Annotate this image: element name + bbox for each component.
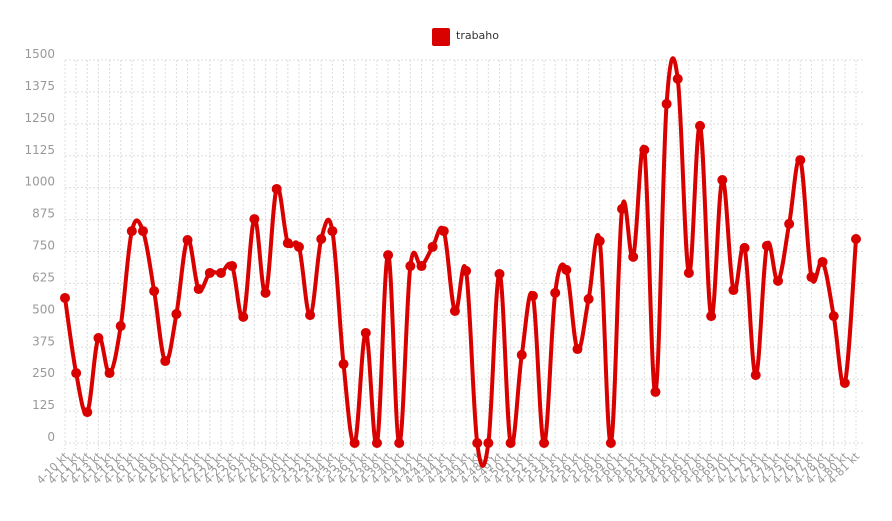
point	[349, 438, 360, 448]
point	[160, 356, 171, 367]
point	[115, 321, 126, 332]
point	[839, 377, 850, 388]
point	[394, 438, 405, 448]
point	[617, 203, 628, 214]
point	[639, 144, 650, 155]
point	[483, 438, 494, 448]
y-tick-label: 1500	[24, 47, 55, 61]
y-tick-label: 125	[32, 398, 55, 412]
point	[583, 293, 594, 304]
point	[93, 333, 104, 344]
point	[449, 305, 460, 316]
y-tick-label: 1125	[24, 143, 55, 157]
point	[594, 236, 605, 247]
series-line	[63, 56, 858, 468]
point	[238, 311, 249, 322]
point	[773, 275, 784, 286]
point	[371, 438, 382, 448]
point	[438, 226, 449, 237]
point	[327, 226, 338, 237]
point	[572, 344, 583, 355]
point	[338, 359, 349, 370]
point	[405, 261, 416, 272]
y-tick-label: 1250	[24, 111, 55, 125]
y-tick-label: 625	[32, 270, 55, 284]
point	[316, 233, 327, 244]
point	[628, 251, 639, 262]
point	[851, 233, 861, 244]
point	[427, 241, 438, 252]
point	[817, 256, 828, 267]
y-tick-label: 250	[32, 366, 55, 380]
legend-label: trabaho	[456, 29, 499, 42]
point	[249, 214, 260, 225]
point	[461, 265, 472, 276]
point	[204, 267, 215, 278]
point	[561, 264, 572, 275]
point	[539, 438, 550, 448]
point	[126, 226, 137, 237]
point	[137, 226, 148, 237]
legend-swatch	[432, 28, 450, 46]
point	[293, 241, 304, 252]
point	[71, 368, 82, 379]
point	[193, 284, 204, 295]
point	[706, 311, 717, 322]
point	[472, 438, 483, 448]
point	[104, 368, 115, 379]
point	[550, 287, 561, 298]
point	[360, 327, 371, 338]
point	[60, 292, 70, 303]
point	[828, 311, 839, 322]
point	[761, 240, 772, 251]
point	[650, 386, 661, 397]
point	[505, 438, 516, 448]
y-tick-label: 875	[32, 207, 55, 221]
point	[383, 250, 394, 261]
y-tick-label: 750	[32, 239, 55, 253]
y-tick-label: 1000	[24, 175, 55, 189]
point	[750, 370, 761, 381]
point	[672, 73, 683, 84]
point	[215, 267, 226, 278]
point	[82, 407, 93, 418]
point	[795, 155, 806, 166]
y-tick-label: 1375	[24, 79, 55, 93]
point	[717, 175, 728, 186]
point	[305, 310, 316, 321]
point	[271, 183, 282, 194]
y-tick-label: 0	[47, 430, 55, 444]
point	[516, 349, 527, 360]
point	[282, 238, 293, 249]
point	[605, 438, 616, 448]
point	[494, 268, 505, 279]
point	[227, 261, 238, 272]
point	[182, 235, 193, 246]
point	[416, 261, 427, 272]
point	[683, 267, 694, 278]
point	[260, 287, 271, 298]
point	[171, 309, 182, 320]
point	[739, 242, 750, 253]
point	[527, 290, 538, 301]
point	[728, 285, 739, 296]
point	[806, 272, 817, 283]
y-tick-label: 500	[32, 302, 55, 316]
point	[784, 218, 795, 229]
y-tick-label: 375	[32, 334, 55, 348]
point	[661, 98, 672, 109]
point	[149, 286, 160, 297]
point	[695, 120, 706, 131]
